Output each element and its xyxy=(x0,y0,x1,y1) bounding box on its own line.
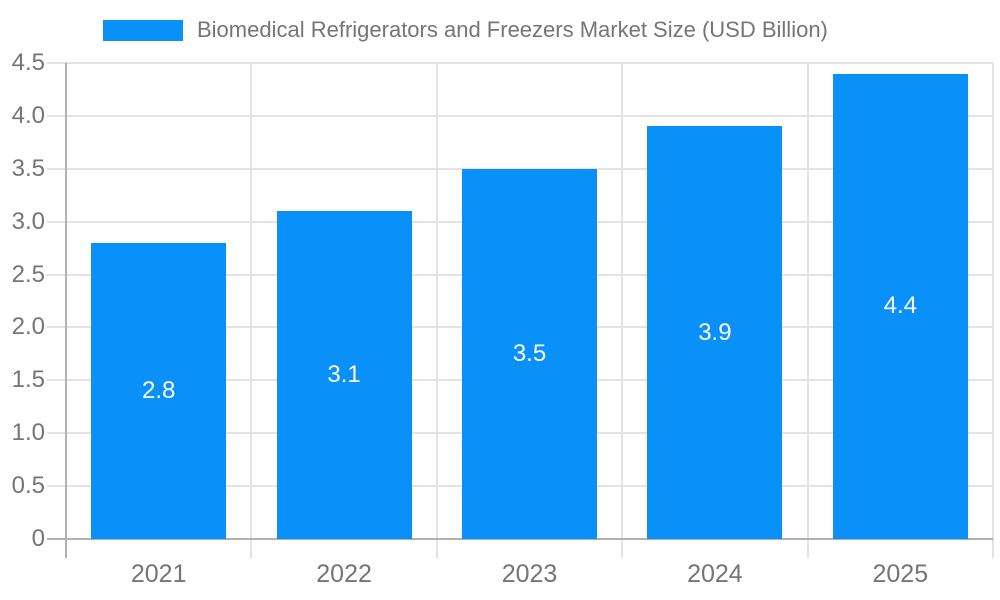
y-tick-label: 2.5 xyxy=(11,260,45,288)
y-tick-label: 2.0 xyxy=(11,313,45,341)
chart-legend: Biomedical Refrigerators and Freezers Ma… xyxy=(103,8,828,52)
y-tick-label: 4.5 xyxy=(11,49,45,76)
y-tick-label: 0.5 xyxy=(11,472,45,500)
y-tick-label: 1.5 xyxy=(11,366,45,394)
bar xyxy=(91,242,227,539)
plot-area: 2.8 3.1 3.5 3.9 4.4 xyxy=(47,62,994,558)
y-tick-label: 4.0 xyxy=(11,101,45,129)
chart-title: Biomedical Refrigerators and Freezers Ma… xyxy=(197,17,828,42)
v-gridline xyxy=(435,63,438,558)
x-tick-label: 2025 xyxy=(872,560,929,588)
v-gridline xyxy=(806,63,809,558)
v-gridline xyxy=(621,63,624,558)
h-gridline xyxy=(47,62,993,64)
y-tick-label: 1.0 xyxy=(11,419,45,447)
bar xyxy=(462,168,597,539)
y-tick-label: 3.0 xyxy=(11,207,45,235)
bar xyxy=(276,211,412,539)
y-tick-label: 0 xyxy=(31,525,45,552)
h-gridline xyxy=(47,114,993,117)
bar xyxy=(832,73,968,539)
x-tick-label: 2024 xyxy=(687,560,743,588)
x-tick-label: 2021 xyxy=(130,560,187,588)
bar xyxy=(647,126,783,539)
v-gridline xyxy=(992,63,994,558)
y-tick-label: 3.5 xyxy=(11,154,45,182)
y-axis-line xyxy=(65,63,67,558)
v-gridline xyxy=(250,63,253,558)
x-tick-label: 2023 xyxy=(501,560,558,588)
x-axis-line xyxy=(47,538,993,540)
x-tick-label: 2022 xyxy=(316,560,372,588)
legend-swatch xyxy=(103,19,183,41)
